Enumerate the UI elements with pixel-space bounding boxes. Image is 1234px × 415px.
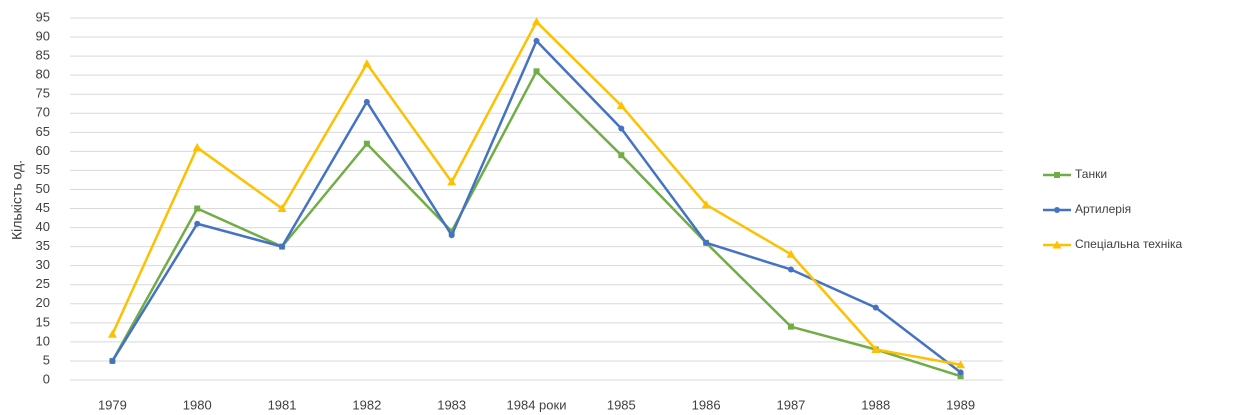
marker (1052, 240, 1062, 249)
marker (277, 204, 287, 213)
marker (447, 177, 457, 186)
marker (703, 239, 710, 246)
y-tick-label: 15 (36, 314, 50, 329)
y-tick-label: 40 (36, 219, 50, 234)
legend-label: Спеціальна техніка (1075, 237, 1183, 251)
marker (618, 125, 625, 132)
marker (194, 205, 201, 212)
marker (786, 249, 796, 258)
x-tick-label: 1981 (268, 397, 297, 412)
y-tick-label: 45 (36, 200, 50, 215)
y-tick-label: 55 (36, 162, 50, 177)
marker (618, 152, 625, 159)
x-tick-label: 1984 роки (507, 397, 567, 412)
marker (701, 200, 711, 209)
legend-label: Танки (1075, 167, 1107, 181)
marker (533, 68, 540, 75)
marker (532, 17, 541, 26)
marker (448, 232, 455, 239)
marker (194, 220, 201, 227)
y-tick-label: 10 (36, 333, 50, 348)
x-tick-label: 1986 (692, 397, 721, 412)
y-tick-label: 85 (36, 48, 50, 63)
y-tick-label: 60 (36, 143, 50, 158)
x-tick-label: 1988 (861, 397, 890, 412)
marker (616, 101, 626, 110)
marker (533, 37, 540, 44)
marker (1054, 207, 1060, 213)
y-tick-label: 5 (43, 352, 50, 367)
marker (1054, 172, 1060, 178)
x-tick-label: 1979 (98, 397, 127, 412)
y-tick-label: 35 (36, 238, 50, 253)
y-tick-label: 30 (36, 257, 50, 272)
y-tick-label: 25 (36, 276, 50, 291)
marker (787, 323, 794, 330)
x-tick-label: 1980 (183, 397, 212, 412)
marker (957, 373, 964, 380)
marker (363, 98, 370, 105)
marker (279, 243, 286, 250)
y-tick-label: 70 (36, 105, 50, 120)
marker (871, 345, 881, 354)
x-tick-label: 1985 (607, 397, 636, 412)
x-tick-label: 1987 (776, 397, 805, 412)
x-tick-label: 1983 (437, 397, 466, 412)
legend-label: Артилерія (1075, 202, 1131, 216)
marker (956, 360, 966, 369)
y-tick-label: 75 (36, 86, 50, 101)
line (111, 70, 961, 378)
marker (362, 59, 372, 68)
y-tick-label: 0 (43, 371, 50, 386)
x-tick-label: 1989 (946, 397, 975, 412)
y-tick-label: 65 (36, 124, 50, 139)
y-tick-label: 50 (36, 181, 50, 196)
marker (957, 369, 964, 376)
marker (872, 304, 879, 311)
marker (109, 357, 116, 364)
marker (787, 266, 794, 273)
marker (107, 329, 117, 338)
marker (192, 143, 202, 152)
y-tick-label: 90 (36, 28, 50, 43)
marker (448, 228, 455, 235)
y-axis-label: Кількість од. (9, 160, 25, 240)
x-tick-label: 1982 (352, 397, 381, 412)
marker (363, 140, 370, 147)
y-tick-label: 95 (36, 9, 50, 24)
y-tick-label: 20 (36, 295, 50, 310)
y-tick-label: 80 (36, 67, 50, 82)
